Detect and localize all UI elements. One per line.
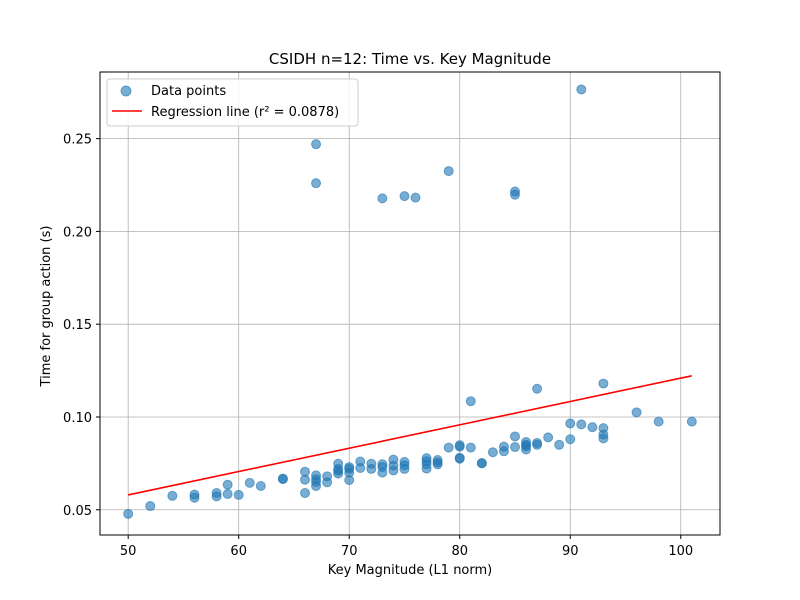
y-axis-label: Time for group action (s) [39,226,54,388]
data-point [598,378,609,389]
x-tick-label: 90 [562,544,579,559]
data-point [255,481,266,492]
data-point [498,441,509,452]
y-tick-label: 0.15 [63,318,92,333]
legend-marker-data-points [120,85,132,97]
data-point [333,458,344,469]
chart-title: CSIDH n=12: Time vs. Key Magnitude [269,50,551,68]
x-tick-label: 80 [451,544,468,559]
data-point [377,193,388,204]
data-point [233,489,244,500]
data-point [554,439,565,450]
data-point [465,442,476,453]
data-point [167,490,178,501]
data-point [443,166,454,177]
data-point [311,139,322,150]
grid-lines [100,72,720,535]
data-point [222,479,233,490]
data-point [211,488,222,499]
axes-frame [99,71,721,536]
data-point [587,422,598,433]
data-point [377,459,388,470]
data-point [487,447,498,458]
data-point [145,501,156,512]
data-point [311,178,322,189]
data-point [631,407,642,418]
data-point [399,456,410,467]
data-point [509,431,520,442]
data-point [465,396,476,407]
data-point [189,492,200,503]
data-point [598,423,609,434]
x-tick-label: 60 [230,544,247,559]
data-point [454,440,465,451]
data-point [443,442,454,453]
y-axis-ticks: 0.05 0.10 0.15 0.20 0.25 [63,133,100,519]
data-point [476,457,487,468]
data-point [509,186,520,197]
legend: Data points Regression line (r² = 0.0878… [106,78,359,127]
data-point [388,454,399,465]
y-tick-label: 0.20 [63,225,92,240]
data-point [565,434,576,445]
data-point [244,477,255,488]
x-tick-label: 70 [341,544,358,559]
data-point [344,462,355,473]
y-tick-label: 0.10 [63,411,92,426]
data-point [532,437,543,448]
legend-label-regression: Regression line (r² = 0.0878) [151,105,339,120]
legend-box [106,78,359,127]
data-point [399,191,410,202]
data-point [123,508,134,519]
data-point [311,470,322,481]
data-point [366,458,377,469]
data-point [432,455,443,466]
data-point [222,488,233,499]
y-tick-label: 0.05 [63,504,92,519]
regression-line [128,374,692,496]
data-point [454,452,465,463]
x-tick-label: 100 [668,544,693,559]
data-point [532,383,543,394]
x-axis-ticks: 50 60 70 80 90 100 [120,535,693,559]
x-axis-label: Key Magnitude (L1 norm) [328,563,492,578]
data-point [543,432,554,443]
data-point [322,471,333,482]
data-point [355,456,366,467]
plot-area [123,84,697,519]
data-point [653,416,664,427]
data-point [576,419,587,430]
data-point [421,453,432,464]
data-point [509,442,520,453]
data-point [686,416,697,427]
legend-label-data-points: Data points [151,84,226,99]
data-point [277,473,288,484]
data-point [576,84,587,95]
data-point [565,418,576,429]
x-tick-label: 50 [120,544,137,559]
data-point [410,192,421,203]
y-tick-label: 0.25 [63,133,92,148]
data-point [300,488,311,499]
data-point [521,437,532,448]
data-point [300,466,311,477]
